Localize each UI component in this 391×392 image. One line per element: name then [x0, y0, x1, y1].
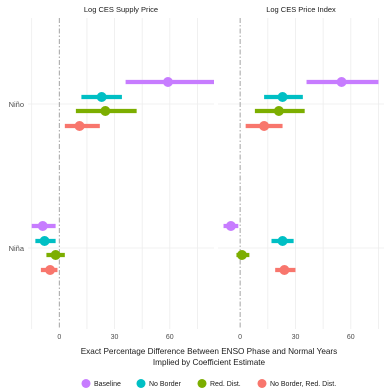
legend-key	[257, 379, 267, 388]
x-tick-label: 60	[166, 334, 174, 341]
point-estimate	[37, 221, 48, 231]
legend-key	[136, 379, 146, 388]
x-tick-label: 0	[57, 334, 61, 341]
legend-label: Baseline	[94, 381, 121, 388]
point-estimate	[259, 121, 270, 131]
x-tick-label: 60	[347, 334, 355, 341]
point-estimate	[39, 236, 50, 246]
facet-title-0: Log CES Supply Price	[84, 5, 158, 14]
legend-label: No Border	[149, 381, 182, 388]
legend-key	[197, 379, 207, 388]
point-estimate	[277, 92, 288, 102]
legend-label: Red. Dist.	[210, 381, 241, 388]
point-estimate	[50, 250, 61, 260]
y-tick-label-nino: Niño	[9, 100, 24, 109]
x-axis-title-line2: Implied by Coefficient Estimate	[153, 358, 266, 367]
point-estimate	[74, 121, 85, 131]
point-estimate	[336, 77, 347, 87]
point-estimate	[96, 92, 107, 102]
legend-label: No Border, Red. Dist.	[270, 381, 336, 388]
point-estimate	[236, 250, 247, 260]
x-tick-label: 0	[238, 334, 242, 341]
x-tick-label: 30	[111, 334, 119, 341]
point-estimate	[279, 265, 290, 275]
point-estimate	[100, 106, 111, 116]
y-tick-label-nina: Niña	[9, 244, 25, 253]
point-estimate	[273, 106, 284, 116]
legend-key	[81, 379, 91, 388]
point-estimate	[162, 77, 173, 87]
x-tick-label: 30	[292, 334, 300, 341]
facet-title-1: Log CES Price Index	[266, 5, 336, 14]
point-estimate	[45, 265, 56, 275]
point-estimate	[277, 236, 288, 246]
x-axis-title-line1: Exact Percentage Difference Between ENSO…	[81, 347, 338, 356]
point-estimate	[225, 221, 236, 231]
